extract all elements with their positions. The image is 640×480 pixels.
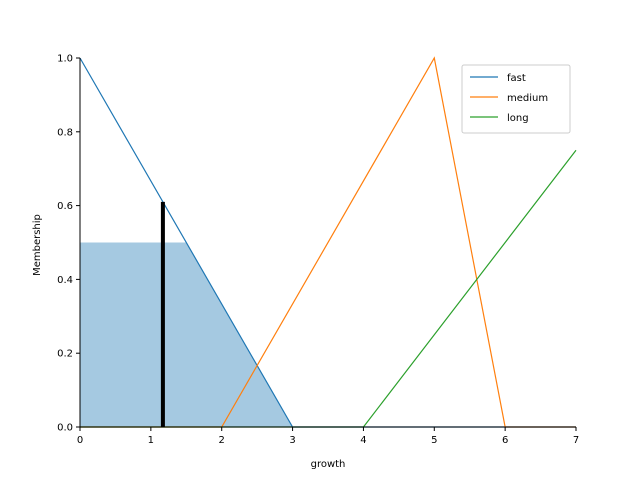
x-tick-label: 3 (289, 435, 295, 446)
y-tick-label: 0.0 (57, 423, 73, 434)
y-tick-label: 1.0 (57, 54, 73, 65)
x-tick-label: 0 (77, 435, 83, 446)
filled-area (80, 242, 293, 427)
y-tick-label: 0.8 (57, 127, 73, 138)
plot-area (79, 56, 577, 428)
x-tick-label: 7 (573, 435, 579, 446)
x-tick-label: 4 (360, 435, 366, 446)
y-tick-label: 0.4 (57, 275, 73, 286)
legend-label-medium: medium (507, 93, 548, 104)
y-tick-label: 0.2 (57, 349, 73, 360)
x-axis-ticks: 0 1 2 3 4 5 6 7 (77, 427, 579, 446)
x-tick-label: 2 (219, 435, 225, 446)
y-axis-ticks: 0.0 0.2 0.4 0.6 0.8 1.0 (57, 54, 80, 434)
legend: fast medium long (461, 64, 571, 134)
x-tick-label: 5 (431, 435, 437, 446)
x-axis-label: growth (311, 459, 346, 470)
legend-label-long: long (507, 113, 529, 124)
x-tick-label: 1 (148, 435, 154, 446)
legend-box (461, 64, 571, 134)
legend-label-fast: fast (507, 73, 526, 84)
x-tick-label: 6 (502, 435, 508, 446)
y-axis-label: Membership (32, 214, 43, 276)
y-tick-label: 0.6 (57, 201, 73, 212)
